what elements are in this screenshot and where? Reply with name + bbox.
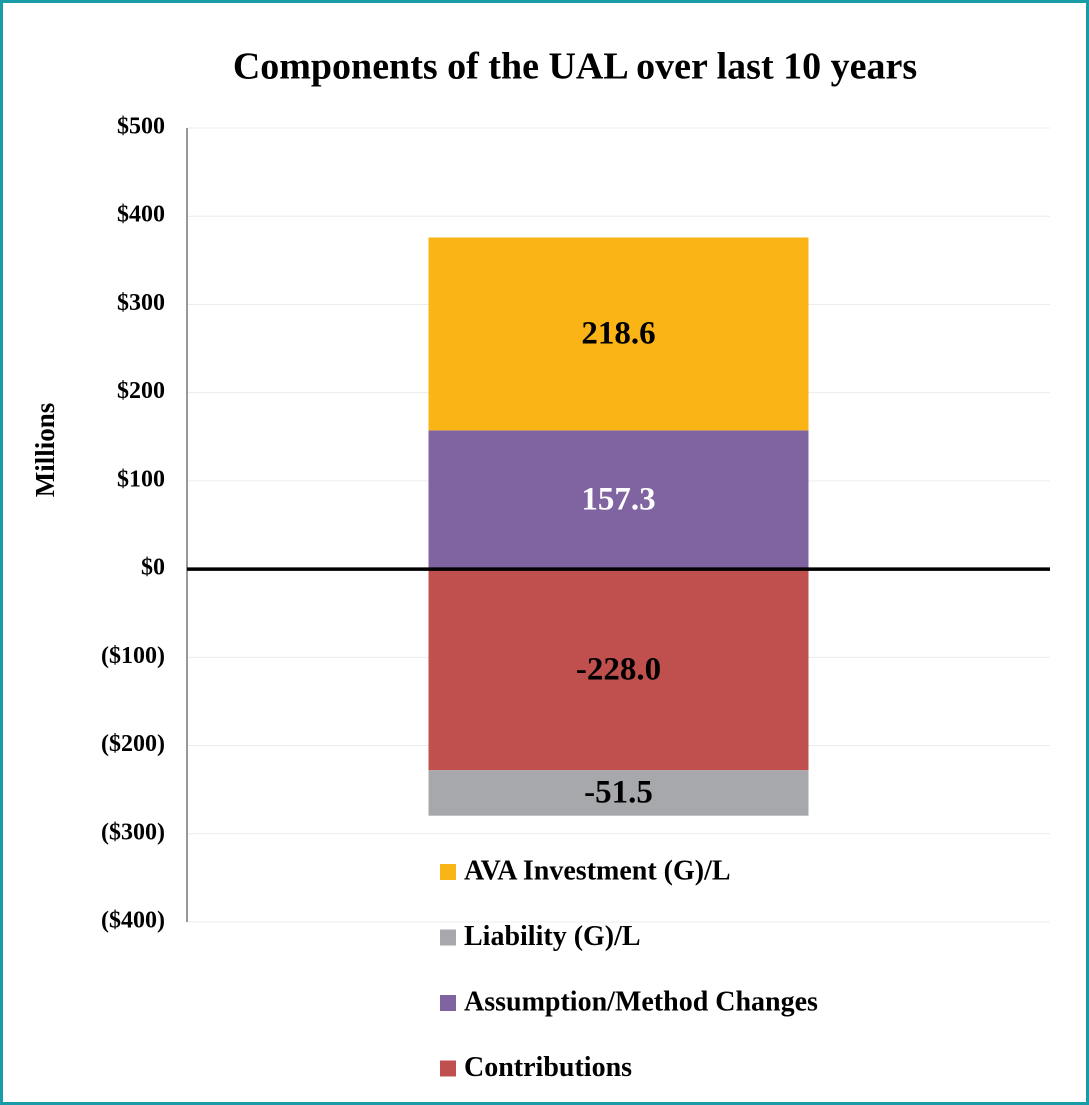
y-axis-label: Millions	[30, 403, 60, 498]
legend-swatch	[440, 929, 456, 946]
legend-swatch	[440, 864, 456, 880]
legend-label: AVA Investment (G)/L	[464, 855, 731, 886]
y-tick-label: $200	[117, 378, 165, 404]
legend-label: Contributions	[464, 1052, 632, 1083]
y-tick-label: ($300)	[101, 819, 165, 845]
y-tick-label: $400	[117, 202, 165, 228]
y-tick-label: $300	[117, 290, 165, 316]
bar-segment	[428, 569, 809, 771]
bar-segment	[428, 770, 809, 816]
y-tick-label: ($400)	[101, 908, 165, 934]
legend-label: Liability (G)/L	[464, 921, 641, 952]
bar-segment	[428, 430, 809, 570]
legend-swatch	[440, 1060, 456, 1077]
data-label: 218.6	[581, 315, 655, 351]
y-tick-label: ($100)	[101, 643, 165, 669]
data-label: 157.3	[581, 481, 655, 517]
data-label: -51.5	[584, 775, 653, 811]
y-tick-label: $100	[117, 466, 165, 492]
legend-label: Assumption/Method Changes	[464, 986, 818, 1017]
data-label: -228.0	[576, 651, 661, 687]
y-tick-label: $0	[141, 555, 165, 581]
legend-swatch	[440, 995, 456, 1011]
y-tick-label: $500	[117, 114, 165, 140]
chart-title: Components of the UAL over last 10 years	[233, 46, 917, 88]
y-tick-label: ($200)	[101, 731, 165, 757]
bar-segment	[428, 237, 809, 431]
